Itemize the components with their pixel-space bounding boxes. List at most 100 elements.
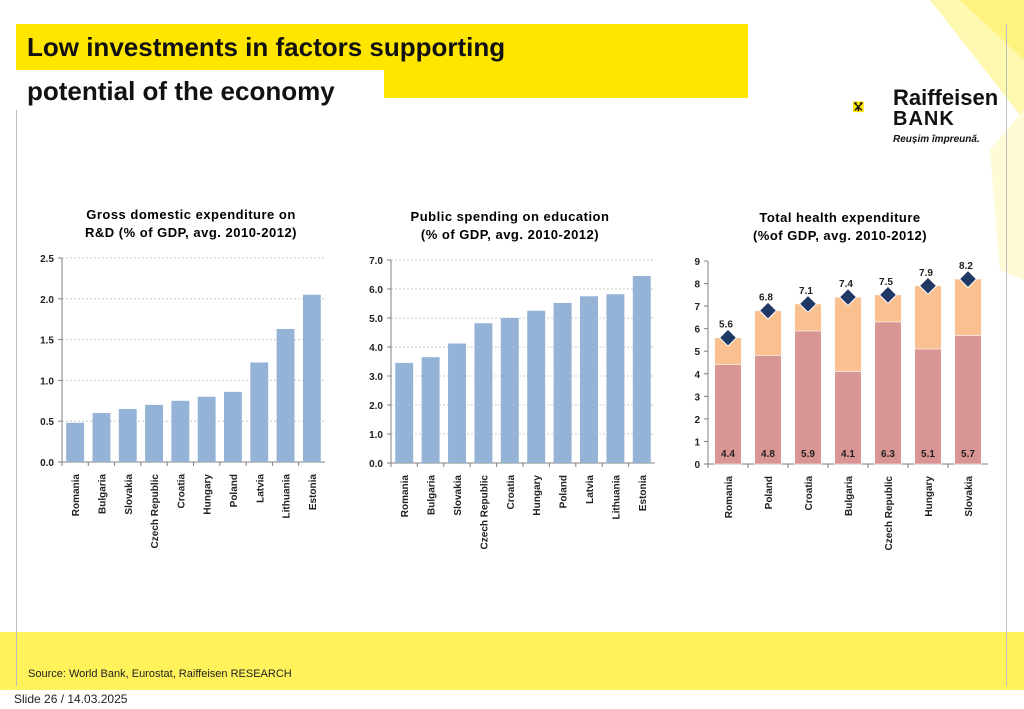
- y-tick-label: 1.5: [40, 336, 54, 347]
- bar-segment: [874, 321, 902, 465]
- frame-left: [16, 24, 17, 686]
- slide-title-line1: Low investments in factors supporting: [27, 32, 506, 62]
- x-tick-label: Lithuania: [611, 475, 622, 520]
- data-label: 4.4: [721, 449, 735, 460]
- bar: [171, 400, 190, 462]
- y-tick-label: 2.0: [369, 401, 383, 412]
- x-tick-label: Czech Republic: [479, 475, 490, 550]
- bar-segment: [754, 355, 782, 465]
- data-label: 6.3: [881, 449, 895, 460]
- bar: [302, 294, 321, 462]
- bar: [606, 294, 625, 463]
- bar: [197, 396, 216, 462]
- x-tick-label: Lithuania: [282, 474, 293, 519]
- logo-name-line2: BANK: [893, 108, 955, 130]
- bar-segment: [954, 278, 982, 336]
- bar-segment: [914, 285, 942, 350]
- y-tick-label: 4.0: [369, 343, 383, 354]
- x-tick-label: Hungary: [203, 474, 214, 515]
- total-label: 8.2: [959, 261, 973, 272]
- bar: [118, 408, 137, 462]
- data-label: 5.1: [921, 449, 935, 460]
- x-tick-label: Estonia: [638, 475, 649, 512]
- chart2-title: Public spending on education (% of GDP, …: [370, 208, 650, 244]
- y-tick-label: 6.0: [369, 285, 383, 296]
- y-tick-label: 5: [694, 347, 700, 358]
- y-tick-label: 3: [694, 392, 700, 403]
- x-tick-label: Bulgaria: [97, 474, 108, 514]
- bar: [224, 391, 242, 462]
- logo-name-line1: Raiffeisen: [893, 85, 999, 110]
- bar: [145, 404, 163, 462]
- total-label: 7.1: [799, 286, 813, 297]
- bar-segment: [914, 348, 942, 465]
- y-tick-label: 1.0: [369, 430, 383, 441]
- chart-health-expenditure: 0 1 2 3 4 5 6 7 8 9 4.4 5.6 Romania 4.8 6.8 Poland 5.9 7.…: [694, 257, 988, 551]
- bar: [527, 310, 546, 463]
- chart2-title-line2: (% of GDP, avg. 2010-2012): [420, 227, 600, 242]
- total-marker: [918, 276, 938, 296]
- y-tick-label: 1: [694, 437, 700, 448]
- bar: [500, 318, 519, 463]
- chart-rd-expenditure: 0.0 0.5 1.0 1.5 2.0 2.5 Romania Bulgaria Slovaki…: [40, 254, 325, 549]
- x-tick-label: Croatia: [176, 474, 187, 509]
- y-tick-label: 9: [694, 257, 700, 268]
- chart3-title-line2: (%of GDP, avg. 2010-2012): [752, 228, 928, 243]
- x-tick-label: Poland: [559, 475, 570, 508]
- y-tick-label: 0.0: [369, 459, 383, 470]
- logo-slogan: Reușim împreună.: [893, 134, 980, 145]
- chart3-title-line1: Total health expenditure: [759, 210, 921, 225]
- chart2-title-line1: Public spending on education: [410, 209, 610, 224]
- total-label: 6.8: [759, 293, 773, 304]
- x-tick-label: Poland: [229, 474, 240, 507]
- x-tick-label: Hungary: [532, 475, 543, 516]
- bar-segment: [794, 330, 822, 465]
- total-label: 7.4: [839, 279, 853, 290]
- x-tick-label: Romania: [71, 474, 82, 517]
- footer-band: [0, 632, 1024, 690]
- bar-segment: [834, 296, 862, 372]
- x-tick-label: Croatia: [804, 476, 815, 511]
- total-marker: [798, 294, 818, 314]
- y-tick-label: 0: [694, 460, 700, 471]
- raiffeisen-logo-icon: [853, 101, 864, 113]
- x-tick-label: Bulgaria: [427, 475, 438, 515]
- data-label: 4.1: [841, 449, 855, 460]
- total-label: 7.9: [919, 268, 933, 279]
- total-marker: [758, 301, 778, 320]
- x-tick-label: Czech Republic: [884, 476, 895, 551]
- chart-education-spending: 0.0 1.0 2.0 3.0 4.0 5.0 6.0 7.0 Romania Bulgaria S…: [369, 256, 655, 550]
- x-tick-label: Czech Republic: [150, 474, 161, 549]
- data-label: 4.8: [761, 449, 775, 460]
- total-marker: [718, 328, 738, 347]
- x-tick-label: Latvia: [255, 474, 266, 503]
- slide-title-line2: potential of the economy: [27, 76, 335, 106]
- bar: [580, 296, 598, 463]
- bar-segment: [834, 371, 862, 465]
- y-tick-label: 7: [694, 302, 700, 313]
- bar-segment: [954, 335, 982, 465]
- total-label: 5.6: [719, 320, 733, 331]
- total-marker: [878, 285, 898, 305]
- chart1-title: Gross domestic expenditure on R&D (% of …: [46, 206, 336, 242]
- chart1-title-line2: R&D (% of GDP, avg. 2010-2012): [85, 225, 297, 240]
- x-tick-label: Bulgaria: [844, 476, 855, 516]
- y-tick-label: 2.5: [40, 254, 54, 265]
- x-tick-label: Poland: [764, 476, 775, 509]
- x-tick-label: Romania: [724, 476, 735, 519]
- y-tick-label: 7.0: [369, 256, 383, 267]
- chart1-title-line1: Gross domestic expenditure on: [86, 207, 296, 222]
- bar-segment: [714, 364, 742, 465]
- x-tick-label: Hungary: [924, 476, 935, 517]
- bar: [553, 302, 572, 463]
- bar: [421, 357, 440, 463]
- y-tick-label: 8: [694, 280, 700, 291]
- total-marker: [958, 269, 978, 289]
- y-tick-label: 1.0: [40, 376, 54, 387]
- y-tick-label: 6: [694, 325, 700, 336]
- x-tick-label: Croatia: [506, 475, 517, 510]
- bar: [395, 362, 414, 463]
- x-tick-label: Slovakia: [964, 476, 975, 517]
- total-label: 7.5: [879, 277, 893, 288]
